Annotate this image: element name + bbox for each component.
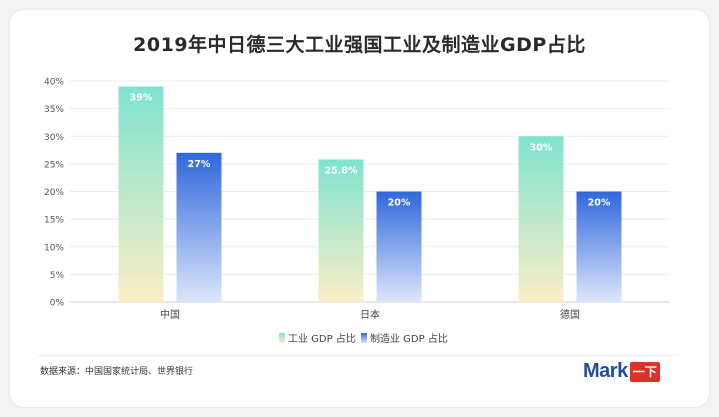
data-label: 25.8% bbox=[325, 165, 358, 176]
data-label: 27% bbox=[188, 159, 211, 170]
y-tick-label: 0% bbox=[50, 299, 65, 309]
bar-manufacturing bbox=[376, 191, 422, 302]
bar-manufacturing bbox=[576, 191, 622, 302]
data-label: 30% bbox=[530, 142, 553, 153]
y-tick-label: 5% bbox=[50, 271, 65, 281]
bar-manufacturing bbox=[176, 152, 222, 302]
legend-label: 制造业 GDP 占比 bbox=[370, 332, 448, 345]
legend-label: 工业 GDP 占比 bbox=[288, 332, 356, 345]
brand-box: 一下 bbox=[629, 361, 660, 382]
legend-swatch bbox=[279, 333, 285, 343]
y-tick-label: 15% bbox=[44, 216, 64, 226]
bar-industry bbox=[118, 86, 164, 303]
data-label: 20% bbox=[588, 198, 611, 209]
legend-swatch bbox=[361, 333, 367, 343]
brand-text: Mark bbox=[583, 360, 628, 382]
data-label: 39% bbox=[130, 93, 153, 104]
y-tick-label: 20% bbox=[44, 188, 64, 198]
y-tick-label: 40% bbox=[44, 78, 64, 88]
y-tick-label: 10% bbox=[44, 243, 64, 253]
footer-divider bbox=[38, 355, 679, 356]
y-tick-label: 35% bbox=[44, 105, 64, 115]
brand-logo: Mark 一下 bbox=[583, 360, 660, 383]
chart-title: 2019年中日德三大工业强国工业及制造业GDP占比 bbox=[133, 34, 586, 56]
x-tick-label: 德国 bbox=[560, 308, 580, 321]
bar-industry bbox=[518, 136, 564, 302]
data-label: 20% bbox=[388, 198, 411, 209]
y-tick-label: 30% bbox=[44, 133, 64, 143]
data-source: 数据来源：中国国家统计局、世界银行 bbox=[40, 367, 194, 377]
x-tick-label: 日本 bbox=[360, 308, 380, 321]
y-tick-label: 25% bbox=[44, 160, 64, 170]
bar-industry bbox=[318, 159, 364, 302]
x-tick-label: 中国 bbox=[160, 308, 180, 321]
